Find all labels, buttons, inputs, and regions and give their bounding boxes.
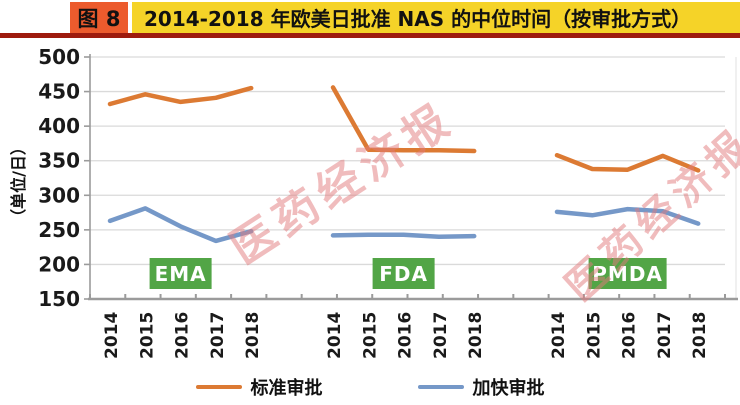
- y-tick-label: 150: [38, 287, 80, 311]
- x-tick-label: 2016: [396, 312, 416, 359]
- series-line-standard-approval: [330, 85, 477, 154]
- x-tick-label: 2014: [102, 312, 122, 359]
- figure-number-badge: 图 8: [70, 2, 128, 33]
- y-tick-label: 450: [38, 80, 80, 104]
- agency-label: EMA: [155, 262, 207, 286]
- series-line-standard-approval: [107, 85, 254, 107]
- legend-swatch: [195, 385, 242, 389]
- series-line-expedited-approval: [107, 206, 254, 244]
- x-tick-label: 2015: [584, 312, 604, 359]
- y-tick-label: 250: [38, 218, 80, 242]
- y-tick-label: 400: [38, 114, 80, 138]
- y-tick-label: 500: [38, 45, 80, 69]
- x-tick-label: 2017: [431, 312, 451, 359]
- y-axis-title: （单位/日）: [9, 139, 28, 225]
- x-tick-label: 2016: [173, 312, 193, 359]
- legend-label: 加快审批: [472, 378, 545, 399]
- series-line-standard-approval: [554, 152, 701, 173]
- x-tick-label: 2016: [620, 312, 640, 359]
- x-tick-label: 2014: [549, 312, 569, 359]
- x-tick-label: 2017: [208, 312, 228, 359]
- legend: 标准审批 加快审批: [0, 374, 740, 400]
- series-line-expedited-approval: [554, 206, 701, 226]
- title-bar: 图 8 2014-2018 年欧美日批准 NAS 的中位时间（按审批方式）: [0, 2, 740, 33]
- x-tick-label: 2017: [655, 312, 675, 359]
- legend-item-standard-approval: 标准审批: [195, 374, 323, 400]
- y-tick-label: 200: [38, 252, 80, 276]
- x-tick-label: 2014: [325, 312, 345, 359]
- x-tick-label: 2018: [243, 312, 263, 359]
- figure-title: 2014-2018 年欧美日批准 NAS 的中位时间（按审批方式）: [132, 2, 740, 33]
- x-tick-label: 2018: [466, 312, 486, 359]
- y-tick-label: 350: [38, 149, 80, 173]
- x-tick-label: 2018: [690, 312, 710, 359]
- legend-swatch: [417, 385, 464, 389]
- agency-label-box: [149, 258, 212, 289]
- legend-item-expedited-approval: 加快审批: [417, 374, 545, 400]
- agency-label-box: [372, 258, 435, 289]
- agency-label: PMDA: [592, 262, 663, 286]
- series-line-expedited-approval: [330, 232, 477, 240]
- title-underline: [0, 33, 740, 38]
- legend-label: 标准审批: [250, 378, 323, 399]
- x-tick-label: 2015: [360, 312, 380, 359]
- agency-label-box: [588, 258, 667, 289]
- x-tick-label: 2015: [137, 312, 157, 359]
- y-tick-label: 300: [38, 183, 80, 207]
- agency-label: FDA: [379, 262, 428, 286]
